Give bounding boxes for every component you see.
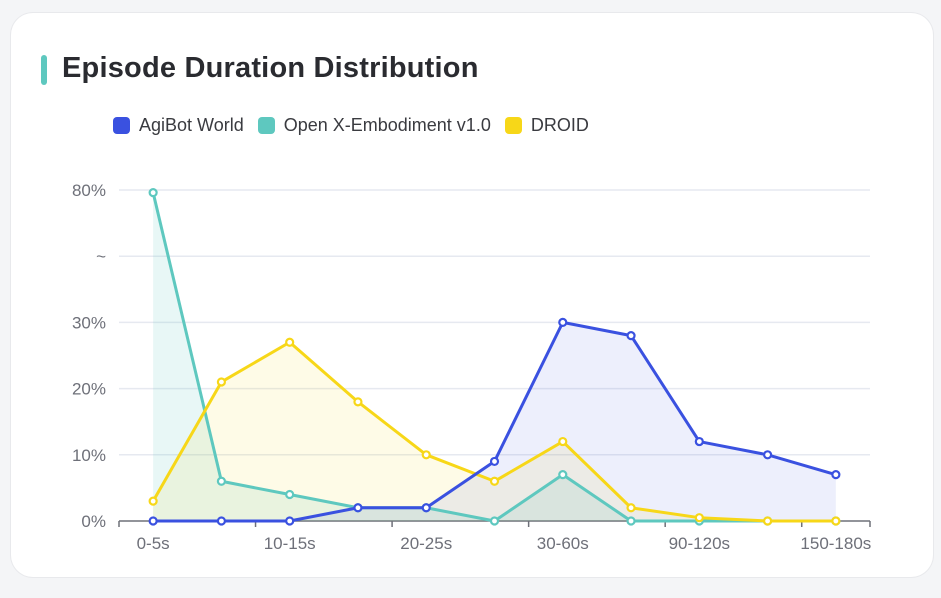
data-point [489, 516, 500, 526]
legend-swatch-icon [257, 117, 275, 134]
data-point [285, 489, 295, 500]
series-area [153, 322, 836, 521]
data-point [421, 503, 431, 513]
x-tick-label: 150-180s [800, 534, 871, 553]
data-point [558, 436, 568, 447]
series-area [153, 342, 836, 521]
legend-label: Open X-Embodiment v1.0 [283, 115, 491, 135]
data-point [762, 516, 773, 526]
y-tick-label: 0% [81, 512, 106, 531]
legend-swatch-icon [113, 117, 130, 134]
legend: AgiBot World Open X-Embodiment v1.0 DROI… [113, 115, 603, 136]
data-point [353, 397, 363, 407]
data-point [489, 476, 500, 486]
x-tick-label: 10-15s [264, 534, 316, 553]
legend-item-oxe[interactable]: Open X-Embodiment v1.0 [257, 115, 491, 136]
x-tick-label: 20-25s [400, 534, 452, 553]
data-point [831, 516, 841, 526]
data-point [831, 470, 841, 480]
data-point [489, 456, 500, 467]
legend-item-agibot[interactable]: AgiBot World [113, 115, 244, 136]
title-accent-bar [41, 55, 47, 85]
legend-label: DROID [530, 115, 589, 135]
x-tick-label: 90-120s [669, 534, 730, 553]
y-tick-label: 20% [72, 380, 106, 399]
chart-title: Episode Duration Distribution [62, 52, 479, 84]
y-tick-label: 80% [72, 181, 106, 200]
data-point [353, 503, 363, 513]
data-point [558, 317, 568, 327]
data-point [216, 377, 227, 387]
data-point [626, 516, 636, 526]
legend-label: AgiBot World [139, 115, 244, 135]
data-point [148, 516, 158, 526]
y-tick-label: 30% [72, 313, 106, 332]
data-point [216, 476, 227, 486]
data-point [148, 188, 158, 198]
data-point [216, 516, 227, 526]
data-point [762, 450, 773, 460]
data-point [626, 503, 636, 513]
series-area [153, 192, 836, 521]
legend-swatch-icon [504, 117, 522, 134]
y-tick-label: 10% [72, 446, 106, 465]
data-point [148, 496, 158, 506]
data-point [694, 513, 704, 523]
legend-item-droid[interactable]: DROID [504, 115, 589, 136]
x-tick-label: 0-5s [137, 534, 170, 553]
x-tick-label: 30-60s [537, 534, 589, 553]
data-point [285, 516, 295, 526]
data-point [626, 331, 636, 341]
data-point [694, 436, 704, 447]
data-point [558, 470, 568, 480]
data-point [285, 337, 295, 347]
y-tick-label: ~ [96, 247, 106, 266]
data-point [421, 450, 431, 460]
